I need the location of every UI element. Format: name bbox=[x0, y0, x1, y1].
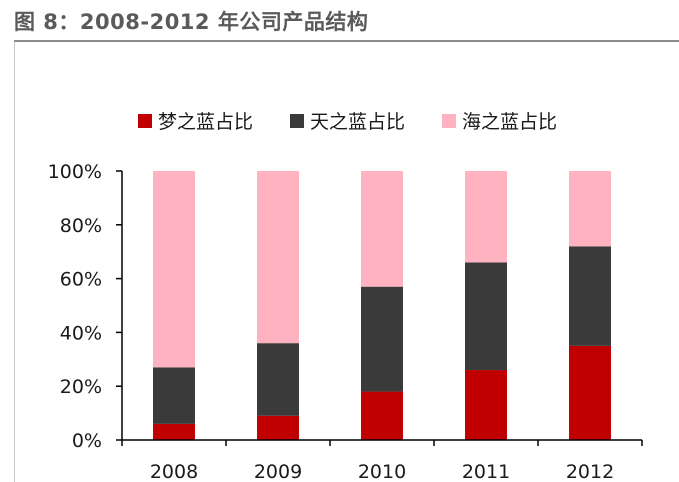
y-tick-label: 40% bbox=[60, 322, 102, 344]
bar-segment bbox=[569, 246, 611, 346]
y-tick-label: 80% bbox=[60, 215, 102, 237]
bar-segment bbox=[257, 343, 299, 416]
legend-label: 海之蓝占比 bbox=[462, 111, 557, 133]
left-border bbox=[14, 42, 15, 482]
y-tick-label: 0% bbox=[72, 430, 102, 452]
bar-segment bbox=[361, 391, 403, 440]
x-tick-label: 2012 bbox=[566, 461, 614, 482]
legend-swatch bbox=[138, 114, 152, 128]
bar-segment bbox=[569, 171, 611, 247]
legend-swatch bbox=[290, 114, 304, 128]
bar-segment bbox=[257, 171, 299, 344]
title-divider bbox=[14, 40, 679, 42]
bar-segment bbox=[257, 415, 299, 440]
legend-label: 梦之蓝占比 bbox=[158, 111, 253, 133]
x-tick-label: 2009 bbox=[254, 461, 302, 482]
bar-segment bbox=[465, 262, 507, 371]
chart-title: 图 8：2008-2012 年公司产品结构 bbox=[14, 10, 369, 34]
bar-segment bbox=[153, 171, 195, 368]
bar-segment bbox=[465, 370, 507, 440]
x-tick-label: 2011 bbox=[462, 461, 510, 482]
bars bbox=[153, 171, 611, 440]
y-tick-label: 60% bbox=[60, 269, 102, 291]
bar-segment bbox=[569, 345, 611, 440]
y-tick-label: 100% bbox=[48, 161, 102, 183]
y-tick-label: 20% bbox=[60, 376, 102, 398]
x-tick-label: 2008 bbox=[150, 461, 198, 482]
bar-segment bbox=[465, 171, 507, 263]
bar-segment bbox=[153, 423, 195, 440]
legend-swatch bbox=[442, 114, 456, 128]
bar-segment bbox=[153, 367, 195, 424]
bar-segment bbox=[361, 171, 403, 287]
x-tick-label: 2010 bbox=[358, 461, 406, 482]
bar-segment bbox=[361, 286, 403, 392]
axes: 0% 20% 40% 60% 80% 100% 2008 2009 2010 2011 2012 bbox=[48, 161, 643, 482]
legend-label: 天之蓝占比 bbox=[310, 111, 405, 133]
legend: 梦之蓝占比 天之蓝占比 海之蓝占比 bbox=[138, 111, 557, 133]
